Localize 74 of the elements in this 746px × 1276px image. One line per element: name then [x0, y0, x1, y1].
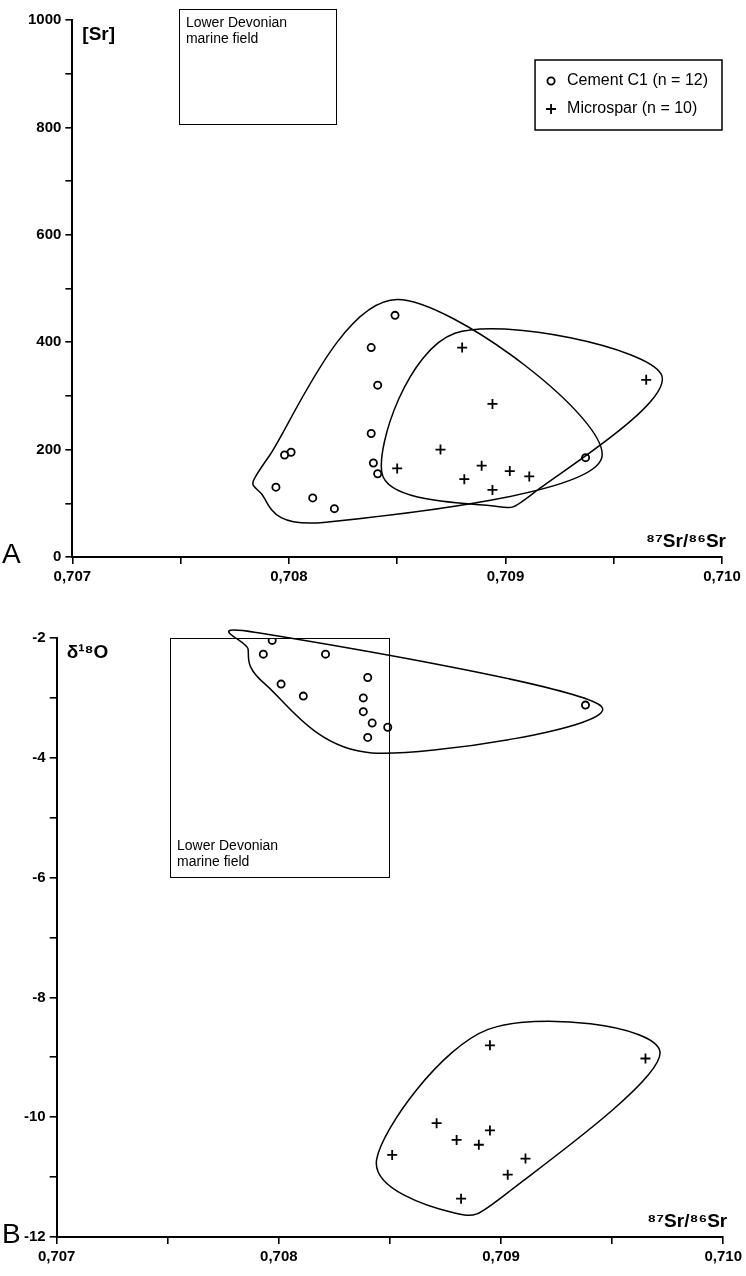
legend-label: Microspar (n = 10)	[567, 99, 698, 117]
point	[456, 341, 469, 354]
point	[486, 398, 499, 410]
point	[519, 1152, 532, 1165]
point	[358, 707, 368, 717]
point	[472, 1138, 485, 1151]
y-tick-label: -2	[32, 628, 46, 646]
point	[455, 1192, 467, 1205]
y-tick-label: -12	[23, 1227, 46, 1245]
text: A	[2, 538, 21, 569]
point	[366, 428, 376, 438]
point	[450, 1134, 463, 1146]
point	[484, 1124, 496, 1137]
point	[390, 310, 400, 320]
x-axis-title: ⁸⁷Sr/⁸⁶Sr	[646, 530, 727, 551]
legend-label: Cement C1 (n = 12)	[567, 71, 708, 89]
x-tick-label: 0,708	[270, 567, 308, 585]
point	[639, 1052, 652, 1065]
point	[308, 493, 318, 503]
y-axis-title: δ¹⁸O	[66, 641, 109, 662]
y-tick-label: 200	[36, 439, 62, 457]
y-tick-label: -4	[32, 747, 47, 765]
y-axis-title: [Sr]	[82, 23, 116, 44]
point	[430, 1117, 443, 1130]
y-tick-label: 400	[36, 332, 62, 350]
point	[258, 649, 268, 659]
point	[501, 1168, 514, 1181]
point	[503, 465, 516, 477]
field-box: Lower Devonian marine field	[170, 638, 390, 878]
point	[523, 470, 536, 483]
text: B	[2, 1218, 21, 1249]
y-tick-label: -8	[32, 987, 46, 1005]
point	[373, 469, 383, 479]
point	[581, 453, 591, 463]
point	[329, 504, 339, 514]
point	[298, 691, 308, 701]
point	[373, 380, 383, 390]
y-tick-label: 800	[36, 117, 62, 135]
point	[367, 718, 377, 728]
point	[368, 458, 378, 468]
point	[484, 1039, 496, 1052]
point	[434, 443, 447, 456]
annotation: Lower Devonian marine field	[176, 836, 280, 869]
point	[280, 450, 290, 460]
point	[386, 1149, 399, 1161]
point	[321, 649, 331, 659]
x-tick-label: 0,708	[260, 1247, 298, 1265]
y-tick-label: 600	[36, 224, 62, 242]
point	[363, 732, 373, 742]
point	[366, 343, 376, 353]
point	[276, 679, 286, 689]
x-tick-label: 0,710	[703, 567, 741, 585]
y-tick-label: -6	[32, 867, 46, 885]
point	[391, 462, 404, 475]
x-tick-label: 0,710	[704, 1247, 743, 1265]
point	[286, 447, 296, 457]
point	[458, 473, 471, 486]
annotation: Lower Devonian marine field	[185, 14, 289, 47]
point	[475, 459, 488, 472]
point	[363, 673, 373, 683]
point	[271, 482, 281, 492]
x-tick-label: 0,709	[486, 567, 525, 585]
point	[383, 722, 393, 732]
y-tick-label: 0	[53, 547, 62, 565]
y-tick-label: 1000	[27, 10, 62, 28]
point	[640, 373, 653, 386]
x-tick-label: 0,709	[482, 1247, 520, 1265]
x-tick-label: 0,707	[37, 1247, 76, 1265]
point	[358, 693, 368, 703]
x-axis-title: ⁸⁷Sr/⁸⁶Sr	[647, 1210, 728, 1231]
x-tick-label: 0,707	[53, 567, 92, 585]
y-tick-label: -10	[23, 1107, 46, 1125]
point	[580, 700, 590, 710]
field-box: Lower Devonian marine field	[178, 9, 337, 125]
